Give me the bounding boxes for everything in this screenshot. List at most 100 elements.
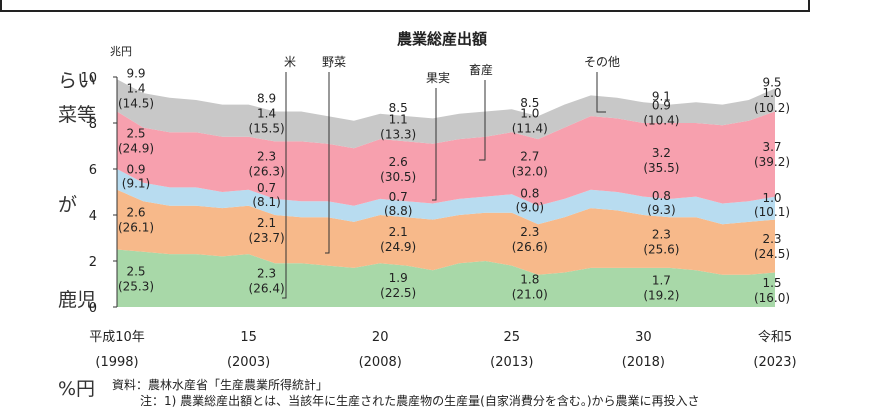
data-label-value: 2.5 (126, 126, 145, 140)
x-tick-label-year: (2023) (753, 355, 796, 370)
data-label-value: 0.7 (257, 181, 276, 195)
cut-text-line: らい (58, 70, 97, 92)
data-label-share: (21.0) (512, 287, 548, 301)
data-label-share: (22.5) (380, 286, 416, 300)
y-tick-label: 6 (89, 163, 97, 178)
data-label-value: 3.2 (652, 146, 671, 160)
data-label-share: (23.7) (249, 231, 285, 245)
area-series-米 (117, 249, 775, 307)
data-label-value: 2.1 (389, 225, 408, 239)
data-label-value: 2.5 (126, 264, 145, 278)
previous-box-border (0, 0, 810, 12)
x-tick-label: 20 (372, 330, 389, 345)
x-tick-label-year: (2018) (622, 355, 665, 370)
data-label-share: (26.6) (512, 240, 548, 254)
data-label-share: (15.5) (249, 122, 285, 136)
data-label-share: (24.9) (118, 141, 154, 155)
x-tick-label-year: (2003) (227, 355, 270, 370)
data-label-share: (25.6) (643, 242, 679, 256)
data-label-value: 1.7 (652, 273, 671, 287)
y-tick-label: 4 (89, 209, 97, 224)
data-label-value: 0.8 (520, 187, 539, 201)
x-tick-label: 30 (635, 330, 652, 345)
data-label-value: 2.6 (126, 206, 145, 220)
x-tick-label-year: (2013) (490, 355, 533, 370)
data-label-share: (30.5) (380, 170, 416, 184)
data-label-value: 2.6 (389, 155, 408, 169)
cut-text-line: %円 (58, 378, 96, 400)
cut-text-line: が (58, 194, 78, 216)
data-label-value: 0.8 (652, 189, 671, 203)
y-axis-unit-label: 兆円 (110, 45, 132, 58)
callout-leader-line (282, 72, 287, 299)
x-tick-label: 平成10年 (89, 330, 145, 345)
data-label-value: 0.7 (389, 190, 408, 204)
data-label-share: (39.2) (754, 155, 790, 169)
data-label-share: (9.3) (647, 203, 675, 217)
area-series-野菜 (117, 189, 775, 275)
data-label-share: (10.2) (754, 101, 790, 115)
chart-note: 注：1) 農業総産出額とは、当該年に生産された農産物の生産量(自家消費分を含む。… (140, 394, 700, 408)
data-label-share: (32.0) (512, 164, 548, 178)
x-tick-label: 令和5 (758, 330, 792, 345)
series-label-米: 米 (284, 55, 296, 69)
data-label-value: 3.7 (762, 140, 781, 154)
area-series-畜産 (117, 111, 775, 206)
series-label-野菜: 野菜 (322, 55, 346, 69)
y-tick-label: 0 (89, 301, 97, 316)
series-label-畜産: 畜産 (469, 62, 493, 77)
data-label-value: 1.0 (762, 191, 781, 205)
data-label-value: 2.3 (652, 227, 671, 241)
data-label-share: (10.4) (643, 114, 679, 128)
chart-title: 農業総産出額 (397, 30, 487, 48)
callout-leader-line (325, 72, 330, 254)
data-label-value: 2.3 (520, 225, 539, 239)
data-label-share: (26.1) (118, 221, 154, 235)
cut-text-line: 鹿児 (58, 289, 97, 311)
x-tick-label: 15 (240, 330, 257, 345)
data-label-value: 1.9 (389, 271, 408, 285)
data-label-value: 0.9 (126, 162, 145, 176)
data-label-value: 1.4 (126, 81, 145, 95)
callout-leader-line (432, 88, 437, 201)
data-label-value: 1.4 (257, 107, 276, 121)
area-series-その他 (117, 79, 775, 149)
data-label-share: (16.0) (754, 291, 790, 305)
data-label-share: (24.5) (754, 247, 790, 261)
y-tick-label: 2 (89, 255, 97, 270)
data-label-value: 1.1 (389, 112, 408, 126)
data-label-share: (11.4) (512, 122, 548, 136)
x-tick-label-year: (2008) (359, 355, 402, 370)
data-label-value: 2.3 (257, 267, 276, 281)
x-tick-label-year: (1998) (95, 355, 138, 370)
chart-source: 資料：農林水産省「生産農業所得統計」 (112, 378, 329, 392)
series-label-果実: 果実 (426, 70, 450, 85)
data-label-share: (35.5) (643, 161, 679, 175)
data-label-value: 2.1 (257, 216, 276, 230)
total-label: 8.9 (257, 92, 276, 106)
data-label-share: (13.3) (380, 127, 416, 141)
series-label-その他: その他 (584, 55, 620, 69)
data-label-value: 1.0 (520, 107, 539, 121)
y-tick-label: 10 (80, 71, 97, 86)
data-label-value: 2.7 (520, 149, 539, 163)
data-label-share: (8.1) (252, 195, 280, 209)
data-label-share: (9.1) (122, 176, 150, 190)
data-label-value: 1.5 (762, 276, 781, 290)
data-label-share: (10.1) (754, 205, 790, 219)
data-label-share: (9.0) (516, 201, 544, 215)
data-label-share: (19.2) (643, 288, 679, 302)
data-label-share: (25.3) (118, 279, 154, 293)
x-tick-label: 25 (504, 330, 521, 345)
total-label: 8.5 (389, 101, 408, 115)
data-label-value: 2.3 (257, 149, 276, 163)
callout-leader-line (596, 72, 606, 113)
data-label-value: 2.3 (762, 232, 781, 246)
data-label-share: (26.4) (249, 282, 285, 296)
data-label-value: 0.9 (652, 99, 671, 113)
total-label: 9.5 (762, 76, 781, 90)
data-label-value: 1.8 (520, 272, 539, 286)
cut-text-line: 菜等 (58, 104, 97, 126)
y-tick-label: 8 (89, 117, 97, 132)
data-label-value: 1.0 (762, 86, 781, 100)
